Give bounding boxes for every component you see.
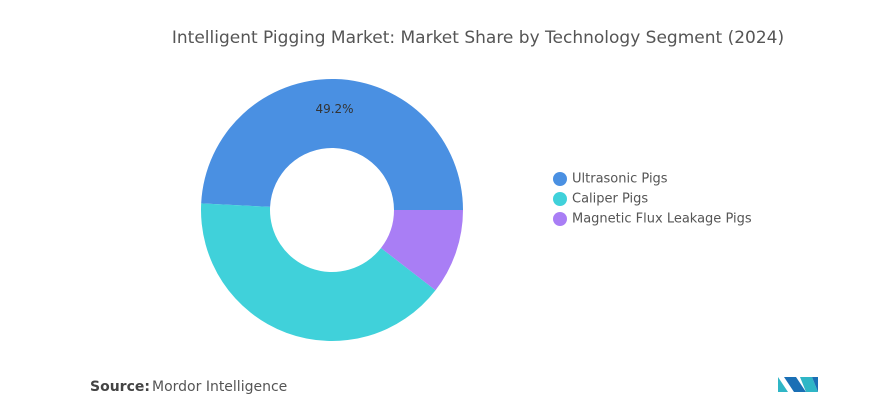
legend-marker <box>553 172 567 186</box>
donut-slice <box>380 210 463 291</box>
donut-slice <box>201 79 463 210</box>
source-label: Source: <box>90 379 150 395</box>
donut-slice <box>200 203 436 342</box>
legend-marker <box>553 212 567 226</box>
legend-label: Ultrasonic Pigs <box>572 172 668 187</box>
chart-title: Intelligent Pigging Market: Market Share… <box>172 28 784 48</box>
value-label: 49.2% <box>315 102 353 116</box>
legend-label: Magnetic Flux Leakage Pigs <box>572 212 752 227</box>
logo <box>778 377 818 392</box>
legend-label: Caliper Pigs <box>572 192 648 207</box>
legend-marker <box>553 192 567 206</box>
source-text: Mordor Intelligence <box>152 379 287 395</box>
